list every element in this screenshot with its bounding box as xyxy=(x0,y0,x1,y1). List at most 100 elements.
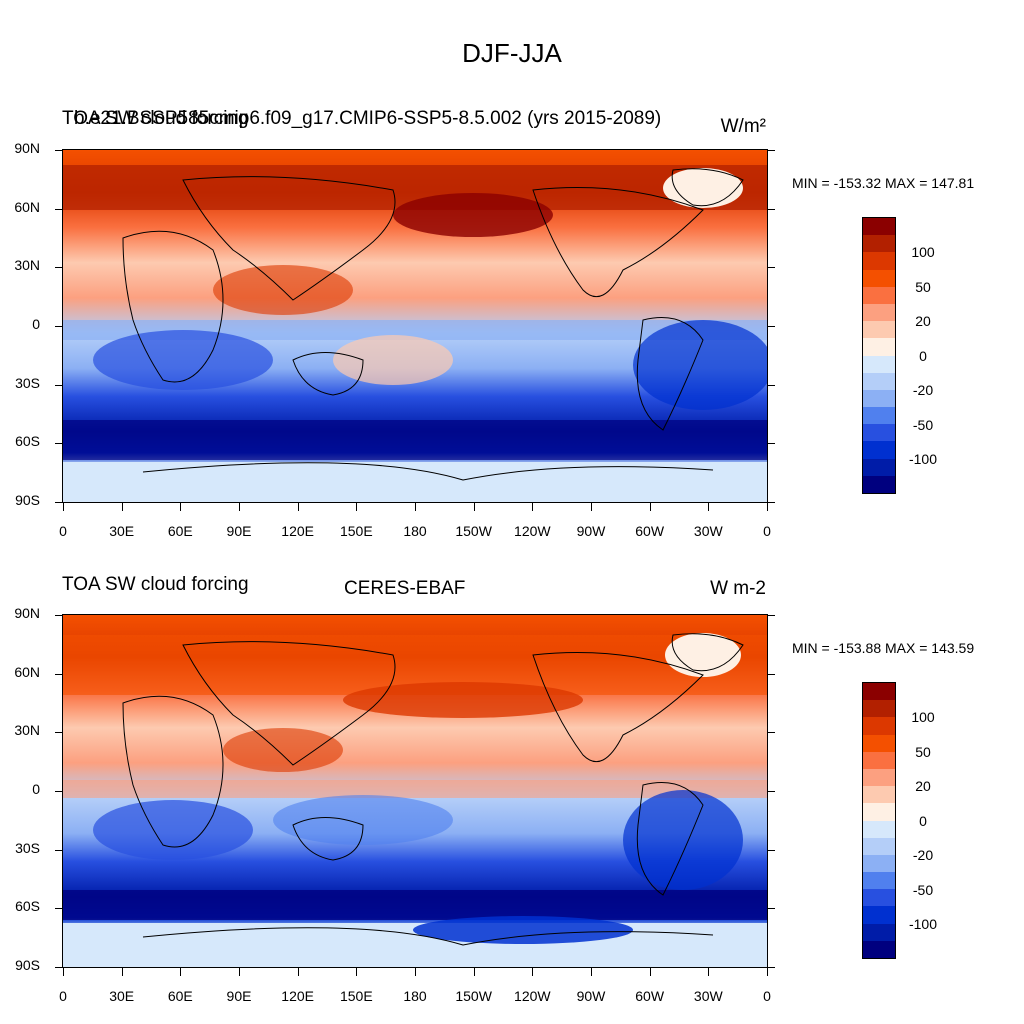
colorbar-swatch xyxy=(863,889,895,907)
p2-lon-label: 90W xyxy=(576,988,606,1004)
p1-lat-tick xyxy=(55,267,63,269)
colorbar-label: -50 xyxy=(912,416,934,433)
p1-lat-label: 0 xyxy=(32,316,40,332)
colorbar-swatch xyxy=(863,820,895,838)
colorbar-label: -20 xyxy=(912,382,934,398)
panel1-units: W/m² xyxy=(720,116,766,137)
p1-lon-label: 90E xyxy=(226,523,252,539)
p1-lat-label: 90S xyxy=(15,492,40,508)
p2-lon-tick xyxy=(356,968,358,976)
colorbar-swatch xyxy=(863,269,895,287)
p2-lon-label: 30E xyxy=(109,988,135,1004)
p1-lon-tick xyxy=(121,503,123,511)
p1-lon-tick xyxy=(180,503,182,511)
p1-lat-label: 60S xyxy=(15,433,40,450)
p2-lat-tick xyxy=(767,791,775,792)
panel2-colorbar xyxy=(862,682,896,959)
p2-lat-tick xyxy=(767,908,775,910)
colorbar-swatch xyxy=(863,803,895,821)
p2-lat-tick xyxy=(55,615,63,616)
p1-lon-label: 30W xyxy=(693,523,723,539)
panel2-title-left: TOA SW cloud forcing xyxy=(62,574,249,595)
p1-lon-tick xyxy=(473,503,475,511)
p1-lat-label: 60N xyxy=(14,198,40,215)
p2-lat-tick xyxy=(767,673,775,675)
panel1-minmax: MIN = -153.32 MAX = 147.81 xyxy=(792,175,975,191)
p2-lon-tick xyxy=(591,968,592,976)
p2-lat-label: 0 xyxy=(32,781,40,797)
p1-lon-label: 60W xyxy=(635,523,665,539)
panel1-title-center: b.e21.BSSP585cmip6.f09_g17.CMIP6-SSP5-8.… xyxy=(74,108,662,129)
p1-lat-label: 90N xyxy=(14,140,40,156)
p2-lon-tick xyxy=(415,968,416,976)
p1-lon-label: 120W xyxy=(514,523,551,539)
colorbar-swatch xyxy=(863,940,895,958)
p1-lon-tick xyxy=(297,503,299,511)
p1-lat-tick xyxy=(55,208,63,210)
p2-lon-tick xyxy=(708,968,710,976)
p1-lon-label: 150E xyxy=(339,523,373,539)
p1-lon-tick xyxy=(591,503,592,511)
panel1-title-left: TOA SW cloud forcing xyxy=(62,108,249,129)
p2-lon-tick xyxy=(180,968,182,976)
colorbar-swatch xyxy=(863,338,895,356)
p2-lon-label: 120E xyxy=(281,988,314,1004)
p2-lat-label: 90N xyxy=(14,605,40,621)
colorbar-swatch xyxy=(863,751,895,769)
p1-lat-label: 30N xyxy=(14,257,40,274)
p1-lon-tick xyxy=(239,503,240,511)
colorbar-swatch xyxy=(863,424,895,442)
colorbar-swatch xyxy=(863,872,895,890)
p2-lon-label: 180 xyxy=(403,988,427,1004)
p1-lon-label: 150W xyxy=(455,523,492,539)
p2-lon-tick xyxy=(121,968,123,976)
panel2-minmax: MIN = -153.88 MAX = 143.59 xyxy=(792,640,975,656)
p1-lon-label: 30E xyxy=(109,523,135,539)
colorbar-label: -50 xyxy=(912,881,934,898)
p2-lon-label: 150E xyxy=(339,988,373,1004)
p2-lat-tick xyxy=(55,673,63,675)
p2-lat-label: 30N xyxy=(14,722,40,739)
p1-lon-label: 60E xyxy=(167,523,193,539)
p2-lon-label: 90E xyxy=(226,988,252,1004)
colorbar-label: 100 xyxy=(911,709,935,725)
colorbar-swatch xyxy=(863,218,895,236)
p2-lat-tick xyxy=(767,849,775,851)
p1-lat-tick xyxy=(55,443,63,445)
p1-lon-tick xyxy=(649,503,651,511)
p2-lon-tick xyxy=(297,968,299,976)
p1-lat-tick xyxy=(767,267,775,269)
p1-lon-tick xyxy=(415,503,416,511)
colorbar-swatch xyxy=(863,786,895,804)
panel2-map xyxy=(62,614,768,968)
panel1-map xyxy=(62,149,768,503)
colorbar-swatch xyxy=(863,906,895,924)
colorbar-label: -100 xyxy=(908,916,938,932)
p1-lat-label: 30S xyxy=(15,374,40,391)
colorbar-swatch xyxy=(863,923,895,941)
p2-lat-tick xyxy=(55,732,63,734)
p1-lon-label: 120E xyxy=(281,523,314,539)
colorbar-swatch xyxy=(863,475,895,493)
colorbar-label: 20 xyxy=(915,778,931,794)
colorbar-label: 50 xyxy=(915,743,931,760)
p2-lon-label: 30W xyxy=(693,988,723,1004)
panel2-units: W m-2 xyxy=(710,578,766,599)
colorbar-swatch xyxy=(863,286,895,304)
p1-lat-tick xyxy=(767,326,775,327)
p1-lat-tick xyxy=(767,384,775,386)
colorbar-label: 0 xyxy=(919,347,927,364)
colorbar-swatch xyxy=(863,389,895,408)
colorbar-swatch xyxy=(863,252,895,270)
p2-lon-label: 0 xyxy=(763,988,771,1004)
p2-lon-label: 120W xyxy=(514,988,551,1004)
p1-lon-label: 90W xyxy=(576,523,606,539)
colorbar-swatch xyxy=(863,235,895,253)
colorbar-swatch xyxy=(863,303,895,322)
colorbar-swatch xyxy=(863,355,895,373)
p1-lon-tick xyxy=(356,503,358,511)
p1-lat-tick xyxy=(55,502,63,503)
p2-lat-tick xyxy=(767,615,775,616)
p1-lat-tick xyxy=(55,150,63,151)
p2-lon-tick xyxy=(473,968,475,976)
